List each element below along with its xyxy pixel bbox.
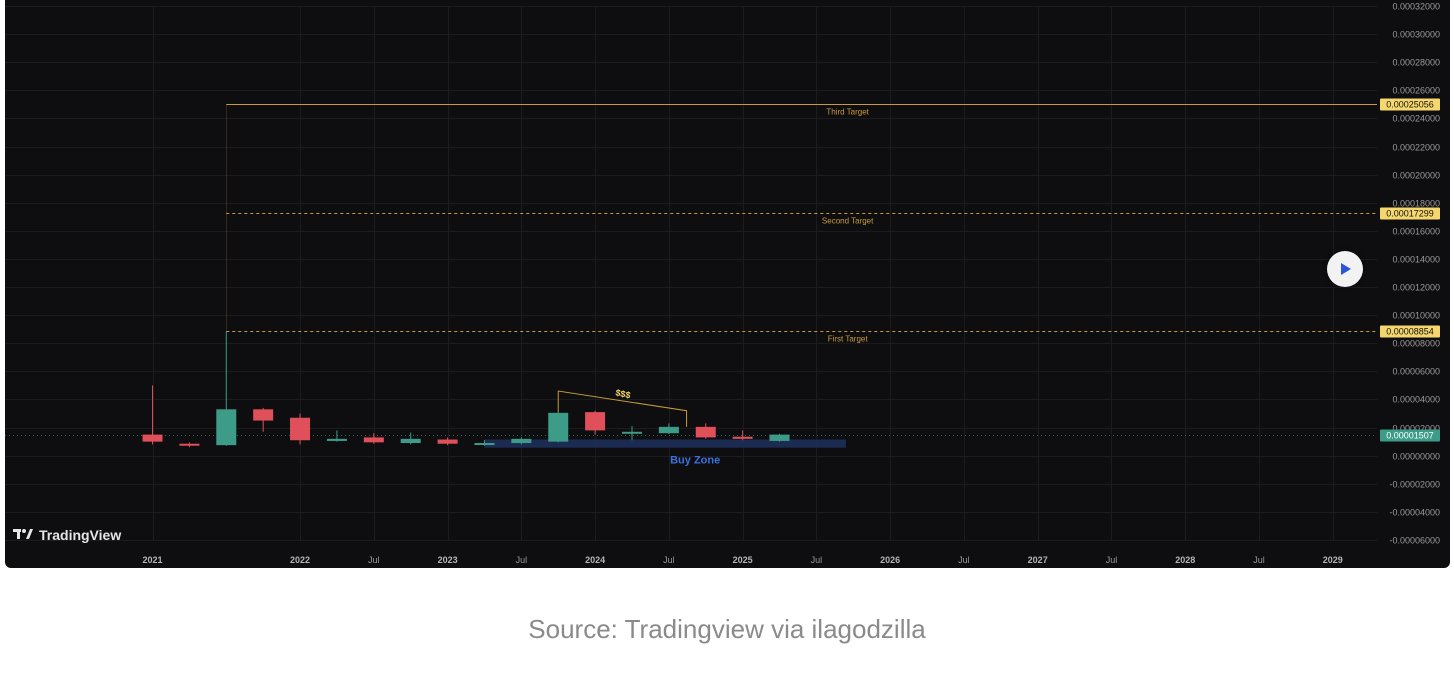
y-tick-label: 0.00006000 <box>1392 367 1440 377</box>
x-tick-label: 2029 <box>1323 555 1343 565</box>
chart-panel[interactable]: 0.00032000 0.00030000 0.00028000 0.00026000… <box>5 0 1450 568</box>
y-tick-label: 0.00032000 <box>1392 2 1440 12</box>
y-tick-label: -0.00006000 <box>1389 536 1440 546</box>
candle-down <box>290 417 311 441</box>
x-tick-label: 2021 <box>143 555 163 565</box>
target-price-badge <box>1380 98 1440 111</box>
x-tick-label: Jul <box>958 555 970 565</box>
tradingview-logo-text: TradingView <box>39 527 122 543</box>
annotation-bracket <box>557 390 688 427</box>
target-price-badge-text: 0.00017299 <box>1386 209 1434 219</box>
current-price-badge <box>1380 429 1440 442</box>
candle-up <box>326 438 347 441</box>
x-tick-label: 2027 <box>1028 555 1048 565</box>
y-tick-label: 0.00008000 <box>1392 339 1440 349</box>
play-button[interactable] <box>1327 251 1363 287</box>
candle-down <box>142 434 163 442</box>
y-tick-label: -0.00002000 <box>1389 480 1440 490</box>
y-tick-label: 0.00000000 <box>1392 452 1440 462</box>
y-tick-label: 0.00018000 <box>1392 199 1440 209</box>
y-tick-label: 0.00030000 <box>1392 30 1440 40</box>
y-tick-label: 0.00026000 <box>1392 86 1440 96</box>
candle-up <box>400 438 421 444</box>
candlestick-chart[interactable]: 0.00032000 0.00030000 0.00028000 0.00026000… <box>5 0 1450 568</box>
target-label: Second Target <box>822 217 874 226</box>
x-tick-label: 2026 <box>880 555 900 565</box>
y-tick-label: 0.00002000 <box>1392 424 1440 434</box>
x-tick-label: Jul <box>1253 555 1265 565</box>
y-tick-label: 0.00012000 <box>1392 283 1440 293</box>
x-tick-label: Jul <box>516 555 528 565</box>
candle-down <box>437 439 458 444</box>
y-tick-label: -0.00004000 <box>1389 508 1440 518</box>
target-price-badge <box>1380 325 1440 338</box>
target-price-badge-text: 0.00025056 <box>1386 100 1434 110</box>
x-tick-label: Jul <box>1106 555 1118 565</box>
candle-down <box>179 443 200 446</box>
target-label: Third Target <box>826 108 869 117</box>
tradingview-mark <box>13 528 33 543</box>
candle-down <box>732 436 753 439</box>
candle-up <box>769 434 790 441</box>
buy-zone-rect <box>484 439 846 448</box>
current-price-badge-text: 0.00001507 <box>1386 431 1434 441</box>
y-tick-label: 0.00016000 <box>1392 227 1440 237</box>
tradingview-logo: TradingView <box>13 527 121 543</box>
annotation-label: $$$ <box>615 387 632 400</box>
y-tick-label: 0.00010000 <box>1392 311 1440 321</box>
target-label: First Target <box>828 335 869 344</box>
candle-up <box>621 431 642 434</box>
candle-up <box>548 412 569 442</box>
candle-up <box>474 443 495 446</box>
candle-down <box>695 426 716 438</box>
x-tick-label: Jul <box>811 555 823 565</box>
target-price-badge-text: 0.00008854 <box>1386 327 1434 337</box>
y-tick-label: 0.00014000 <box>1392 255 1440 265</box>
y-tick-label: 0.00028000 <box>1392 58 1440 68</box>
y-tick-label: 0.00004000 <box>1392 395 1440 405</box>
y-tick-label: 0.00022000 <box>1392 143 1440 153</box>
x-tick-label: Jul <box>368 555 380 565</box>
source-caption: Source: Tradingview via ilagodzilla <box>528 614 926 644</box>
play-icon <box>1341 263 1351 275</box>
candle-up <box>658 426 679 434</box>
x-tick-label: 2025 <box>733 555 753 565</box>
target-price-badge <box>1380 207 1440 220</box>
y-tick-label: 0.00020000 <box>1392 171 1440 181</box>
candle-down <box>585 412 606 431</box>
buy-zone-label: Buy Zone <box>670 455 720 467</box>
candle-down <box>363 437 384 443</box>
x-tick-label: 2024 <box>585 555 605 565</box>
candle-down <box>253 409 274 421</box>
candle-up <box>216 409 237 446</box>
y-tick-label: 0.00024000 <box>1392 114 1440 124</box>
x-tick-label: 2022 <box>290 555 310 565</box>
x-tick-label: Jul <box>663 555 675 565</box>
candle-up <box>511 438 532 444</box>
x-tick-label: 2028 <box>1175 555 1195 565</box>
x-tick-label: 2023 <box>438 555 458 565</box>
